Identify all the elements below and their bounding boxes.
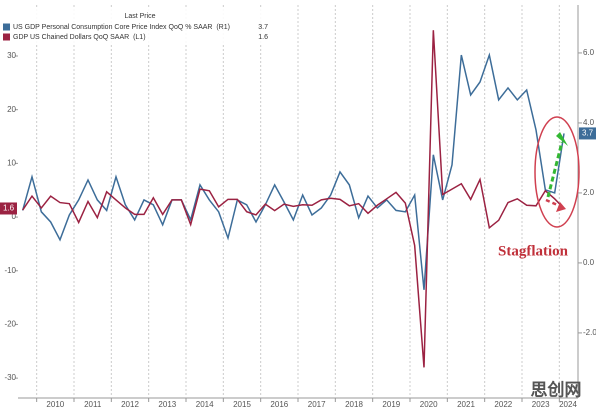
y-tick-label: 30 bbox=[7, 51, 16, 60]
x-tick-label: 2017 bbox=[308, 400, 326, 409]
x-tick-label: 2014 bbox=[196, 400, 214, 409]
legend-swatch bbox=[3, 23, 10, 31]
legend-box bbox=[0, 9, 275, 45]
y-tick-label: -10 bbox=[4, 266, 16, 275]
y2-tick-label: 4.0 bbox=[583, 118, 595, 127]
legend-label: US GDP Personal Consumption Core Price I… bbox=[13, 24, 230, 31]
x-tick-label: 2011 bbox=[84, 400, 102, 409]
y2-tick-label: 0.0 bbox=[583, 258, 595, 267]
x-tick-label: 2018 bbox=[345, 400, 363, 409]
x-tick-label: 2022 bbox=[494, 400, 512, 409]
y2-tick-label: 2.0 bbox=[583, 188, 595, 197]
y-tick-label: 10 bbox=[7, 158, 16, 167]
x-tick-label: 2019 bbox=[382, 400, 400, 409]
y-tick-label: 0 bbox=[12, 212, 17, 221]
x-tick-label: 2015 bbox=[233, 400, 251, 409]
x-tick-label: 2012 bbox=[121, 400, 139, 409]
last-value-tag bbox=[0, 202, 17, 215]
last-value-label: 3.7 bbox=[582, 129, 594, 138]
x-tick-label: 2010 bbox=[46, 400, 64, 409]
last-value-tag bbox=[579, 127, 596, 140]
legend: US GDP Personal Consumption Core Price I… bbox=[3, 23, 268, 41]
x-tick-label: 2021 bbox=[457, 400, 475, 409]
y2-tick-label: 6.0 bbox=[583, 48, 595, 57]
series-line bbox=[22, 30, 565, 368]
annotation: Stagflation bbox=[498, 243, 569, 259]
last-value-label: 1.6 bbox=[3, 204, 15, 213]
x-tick-label: 2020 bbox=[420, 400, 438, 409]
x-tick-label: 2016 bbox=[270, 400, 288, 409]
x-tick-label: 2024 bbox=[559, 400, 577, 409]
legend-swatch bbox=[3, 33, 10, 41]
legend-value: 3.7 bbox=[258, 24, 268, 31]
legend-value: 1.6 bbox=[258, 34, 268, 41]
y-tick-label: -30 bbox=[4, 373, 16, 382]
x-tick-label: 2013 bbox=[158, 400, 176, 409]
y-tick-label: -20 bbox=[4, 320, 16, 329]
legend-header: Last Price bbox=[124, 13, 155, 20]
x-tick-label: 2023 bbox=[532, 400, 550, 409]
up-arrow bbox=[546, 141, 564, 198]
plot bbox=[15, 5, 582, 402]
legend-label: GDP US Chained Dollars QoQ SAAR (L1) bbox=[13, 34, 146, 41]
watermark: 思创网 bbox=[531, 379, 582, 399]
series-line bbox=[21, 52, 565, 290]
down-arrow-head bbox=[556, 202, 566, 212]
y2-tick-label: -2.0 bbox=[583, 328, 596, 337]
up-arrow-head bbox=[556, 132, 568, 146]
y-tick-label: 20 bbox=[7, 105, 16, 114]
highlight-ellipse bbox=[534, 116, 580, 228]
